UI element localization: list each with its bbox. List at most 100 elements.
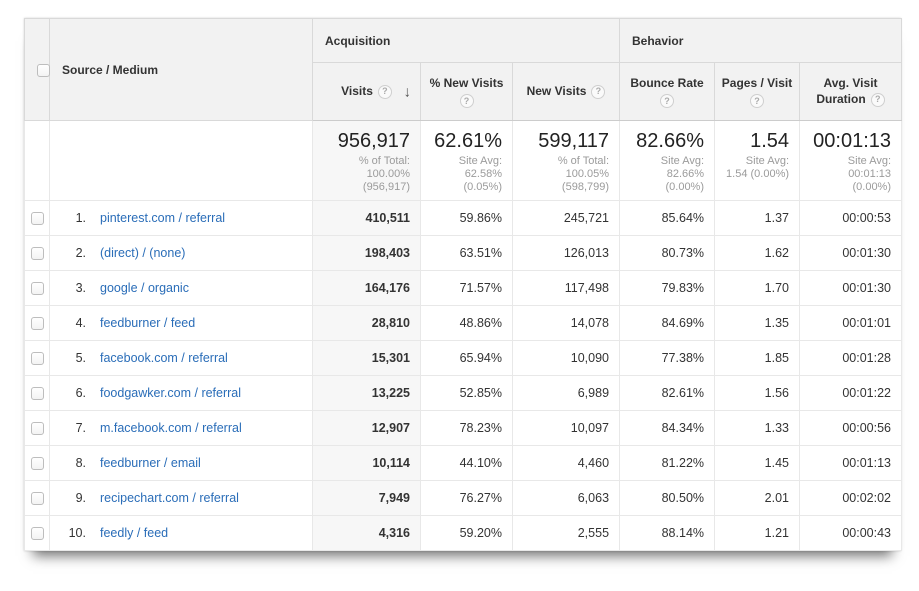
row-rank: 6. xyxy=(75,386,86,400)
visits-cell: 7,949 xyxy=(312,480,421,516)
source-medium-link[interactable]: feedburner / email xyxy=(100,456,201,470)
row-rank: 5. xyxy=(75,351,86,365)
row-rank: 1. xyxy=(75,211,86,225)
totals-pages-visit: 1.54 Site Avg: 1.54 (0.00%) xyxy=(714,120,801,201)
avg-duration-cell: 00:01:22 xyxy=(799,375,903,411)
pages-visit-cell: 1.21 xyxy=(714,515,801,551)
column-header-bounce-rate[interactable]: Bounce Rate ? xyxy=(619,62,716,121)
row-rank: 4. xyxy=(75,316,86,330)
pages-visit-cell: 1.37 xyxy=(714,200,801,236)
behavior-label: Behavior xyxy=(632,33,684,48)
pages-visit-cell: 1.33 xyxy=(714,410,801,446)
avg-duration-cell: 00:01:30 xyxy=(799,235,903,271)
totals-row: 956,917 % of Total: 100.00% (956,917) 62.6… xyxy=(24,120,903,201)
pages-visit-cell: 1.85 xyxy=(714,340,801,376)
source-medium-link[interactable]: (direct) / (none) xyxy=(100,246,186,260)
new-visits-cell: 10,097 xyxy=(511,410,621,446)
source-medium-link[interactable]: feedburner / feed xyxy=(100,316,196,330)
help-icon[interactable]: ? xyxy=(591,84,606,99)
row-checkbox[interactable] xyxy=(30,247,44,261)
pct-new-visits-cell: 78.23% xyxy=(420,410,513,446)
table-row: 4. feedburner / feed 28,810 48.86% 14,078… xyxy=(24,305,903,341)
pct-new-visits-cell: 65.94% xyxy=(420,340,513,376)
row-checkbox[interactable] xyxy=(30,212,44,226)
column-header-pct-new-visits[interactable]: % New Visits ? xyxy=(420,62,513,121)
visits-cell: 12,907 xyxy=(312,410,421,446)
bounce-rate-cell: 84.34% xyxy=(619,410,716,446)
row-checkbox-cell xyxy=(24,305,50,341)
totals-bounce-rate: 82.66% Site Avg: 82.66% (0.00%) xyxy=(619,120,716,201)
pages-visit-cell: 1.45 xyxy=(714,445,801,481)
help-icon[interactable]: ? xyxy=(750,93,765,108)
table-row: 6. foodgawker.com / referral 13,225 52.85… xyxy=(24,375,903,411)
totals-source-cell xyxy=(49,120,313,201)
group-header-behavior: Behavior xyxy=(619,18,903,63)
pct-new-visits-cell: 71.57% xyxy=(420,270,513,306)
row-checkbox[interactable] xyxy=(30,352,44,366)
visits-cell: 15,301 xyxy=(312,340,421,376)
select-all-checkbox[interactable] xyxy=(37,63,50,77)
column-header-pages-visit[interactable]: Pages / Visit ? xyxy=(714,62,801,121)
column-header-visits[interactable]: Visits ? ↓ xyxy=(312,62,421,121)
row-checkbox[interactable] xyxy=(30,457,44,471)
row-checkbox-cell xyxy=(24,270,50,306)
help-icon[interactable]: ? xyxy=(377,84,392,99)
table-row: 10. feedly / feed 4,316 59.20% 2,555 88.1… xyxy=(24,515,903,551)
avg-duration-label-line1: Avg. Visit xyxy=(823,76,878,90)
column-header-new-visits[interactable]: New Visits ? xyxy=(511,62,621,121)
totals-avg-duration: 00:01:13 Site Avg: 00:01:13 (0.00%) xyxy=(799,120,903,201)
help-icon[interactable]: ? xyxy=(459,93,474,108)
new-visits-cell: 126,013 xyxy=(511,235,621,271)
source-medium-link[interactable]: m.facebook.com / referral xyxy=(100,421,242,435)
row-checkbox-cell xyxy=(24,340,50,376)
source-medium-link[interactable]: google / organic xyxy=(100,281,189,295)
row-checkbox-cell xyxy=(24,480,50,516)
avg-duration-cell: 00:00:56 xyxy=(799,410,903,446)
group-header-row: Source / Medium Acquisition Behavior xyxy=(24,18,903,121)
table-row: 8. feedburner / email 10,114 44.10% 4,460… xyxy=(24,445,903,481)
visits-cell: 28,810 xyxy=(312,305,421,341)
avg-duration-cell: 00:02:02 xyxy=(799,480,903,516)
acquisition-label: Acquisition xyxy=(325,33,391,48)
bounce-rate-cell: 82.61% xyxy=(619,375,716,411)
help-icon[interactable]: ? xyxy=(660,93,675,108)
pages-visit-label: Pages / Visit xyxy=(721,75,793,90)
help-icon[interactable]: ? xyxy=(870,92,885,107)
avg-duration-cell: 00:00:53 xyxy=(799,200,903,236)
column-header-source-medium[interactable]: Source / Medium xyxy=(49,18,313,121)
row-checkbox[interactable] xyxy=(30,422,44,436)
bounce-rate-cell: 88.14% xyxy=(619,515,716,551)
row-checkbox[interactable] xyxy=(30,317,44,331)
row-checkbox-cell xyxy=(24,410,50,446)
source-medium-link[interactable]: pinterest.com / referral xyxy=(100,211,226,225)
bounce-rate-label: Bounce Rate xyxy=(630,75,704,90)
source-medium-link[interactable]: facebook.com / referral xyxy=(100,351,228,365)
source-medium-link[interactable]: foodgawker.com / referral xyxy=(100,386,242,400)
table-row: 2. (direct) / (none) 198,403 63.51% 126,0… xyxy=(24,235,903,271)
bounce-rate-cell: 84.69% xyxy=(619,305,716,341)
bounce-rate-cell: 77.38% xyxy=(619,340,716,376)
source-medium-link[interactable]: recipechart.com / referral xyxy=(100,491,239,505)
new-visits-cell: 14,078 xyxy=(511,305,621,341)
totals-visits: 956,917 % of Total: 100.00% (956,917) xyxy=(312,120,421,201)
new-visits-cell: 6,063 xyxy=(511,480,621,516)
row-checkbox-cell xyxy=(24,445,50,481)
totals-pct-new-visits: 62.61% Site Avg: 62.58% (0.05%) xyxy=(420,120,513,201)
row-checkbox[interactable] xyxy=(30,387,44,401)
row-checkbox-cell xyxy=(24,375,50,411)
table-row: 1. pinterest.com / referral 410,511 59.86… xyxy=(24,200,903,236)
row-checkbox[interactable] xyxy=(30,282,44,296)
visits-cell: 4,316 xyxy=(312,515,421,551)
pct-new-visits-cell: 59.86% xyxy=(420,200,513,236)
row-checkbox[interactable] xyxy=(30,527,44,541)
row-checkbox-cell xyxy=(24,515,50,551)
row-checkbox-cell xyxy=(24,235,50,271)
row-checkbox-cell xyxy=(24,200,50,236)
avg-duration-cell: 00:01:30 xyxy=(799,270,903,306)
avg-duration-label-line2: Duration xyxy=(816,92,866,106)
avg-duration-cell: 00:01:13 xyxy=(799,445,903,481)
column-header-avg-visit-duration[interactable]: Avg. Visit Duration ? xyxy=(799,62,903,121)
source-medium-link[interactable]: feedly / feed xyxy=(100,526,169,540)
row-checkbox[interactable] xyxy=(30,492,44,506)
pages-visit-cell: 1.56 xyxy=(714,375,801,411)
